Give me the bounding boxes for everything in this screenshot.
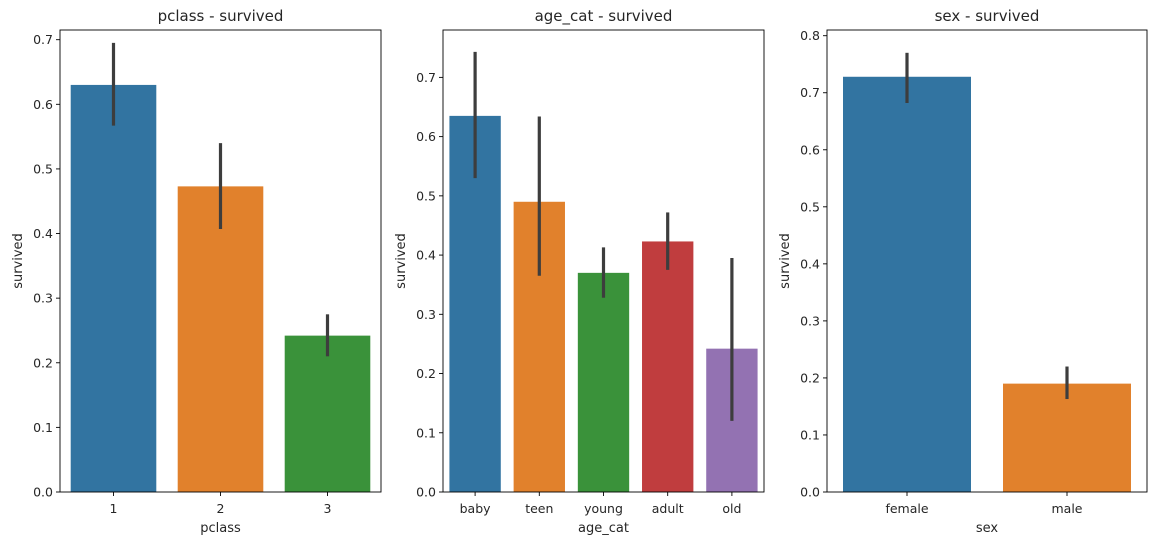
y-tick-label: 0.1 <box>33 420 53 435</box>
y-tick-label: 0.0 <box>33 485 53 500</box>
y-tick-label: 0.4 <box>416 248 436 263</box>
bar-2 <box>177 186 264 492</box>
y-tick-label: 0.6 <box>800 142 820 157</box>
x-axis-label: pclass <box>200 521 241 536</box>
bar-baby <box>449 115 501 492</box>
x-axis-label: age_cat <box>578 521 629 536</box>
x-tick-label-baby: baby <box>460 501 492 516</box>
bar-male <box>1003 383 1131 492</box>
x-tick-label-2: 2 <box>217 501 225 516</box>
chart-panel-3: 0.0 0.1 0.2 0.3 0.4 0.5 0.6 0.7 0.8 female male sex… <box>778 7 1148 536</box>
bar-female <box>843 76 971 493</box>
x-axis-label: sex <box>976 521 999 536</box>
chart-panel-2: 0.0 0.1 0.2 0.3 0.4 0.5 0.6 0.7 baby teen young adu… <box>394 7 765 536</box>
y-axis-label: survived <box>778 233 793 289</box>
x-tick-label-1: 1 <box>110 501 118 516</box>
y-tick-label: 0.0 <box>416 485 436 500</box>
y-axis-label: survived <box>11 233 26 289</box>
y-tick-label: 0.8 <box>800 28 820 43</box>
x-tick-label-male: male <box>1052 501 1083 516</box>
y-tick-label: 0.1 <box>416 425 436 440</box>
x-tick-label-young: young <box>584 501 623 516</box>
x-tick-label-3: 3 <box>324 501 332 516</box>
bar-3 <box>284 335 371 492</box>
chart-panel-1: 0.0 0.1 0.2 0.3 0.4 0.5 0.6 0.7 1 2 3 pclass survive… <box>11 7 382 536</box>
y-tick-label: 0.3 <box>416 307 436 322</box>
y-tick-label: 0.5 <box>33 161 53 176</box>
chart-title: sex - survived <box>935 7 1040 25</box>
bar-young <box>577 272 630 492</box>
axes-frame <box>826 29 1148 493</box>
y-axis-label: survived <box>394 233 409 289</box>
y-tick-label: 0.6 <box>33 97 53 112</box>
y-tick-label: 0.2 <box>800 370 820 385</box>
y-tick-label: 0.5 <box>416 188 436 203</box>
y-tick-label: 0.3 <box>33 291 53 306</box>
bar-adult <box>642 241 694 492</box>
y-tick-label: 0.4 <box>33 226 53 241</box>
y-tick-label: 0.2 <box>416 366 436 381</box>
x-tick-label-old: old <box>722 501 741 516</box>
y-tick-label: 0.6 <box>416 129 436 144</box>
x-tick-label-teen: teen <box>525 501 553 516</box>
y-tick-label: 0.0 <box>800 485 820 500</box>
x-tick-label-female: female <box>885 501 928 516</box>
y-tick-label: 0.7 <box>33 32 53 47</box>
y-tick-label: 0.3 <box>800 313 820 328</box>
y-tick-label: 0.4 <box>800 256 820 271</box>
y-tick-label: 0.7 <box>416 70 436 85</box>
y-tick-label: 0.5 <box>800 199 820 214</box>
y-tick-label: 0.1 <box>800 427 820 442</box>
chart-title: age_cat - survived <box>535 7 673 26</box>
chart-title: pclass - survived <box>158 7 284 25</box>
y-tick-label: 0.7 <box>800 85 820 100</box>
y-tick-label: 0.2 <box>33 355 53 370</box>
bar-1 <box>70 84 157 493</box>
x-tick-label-adult: adult <box>652 501 684 516</box>
